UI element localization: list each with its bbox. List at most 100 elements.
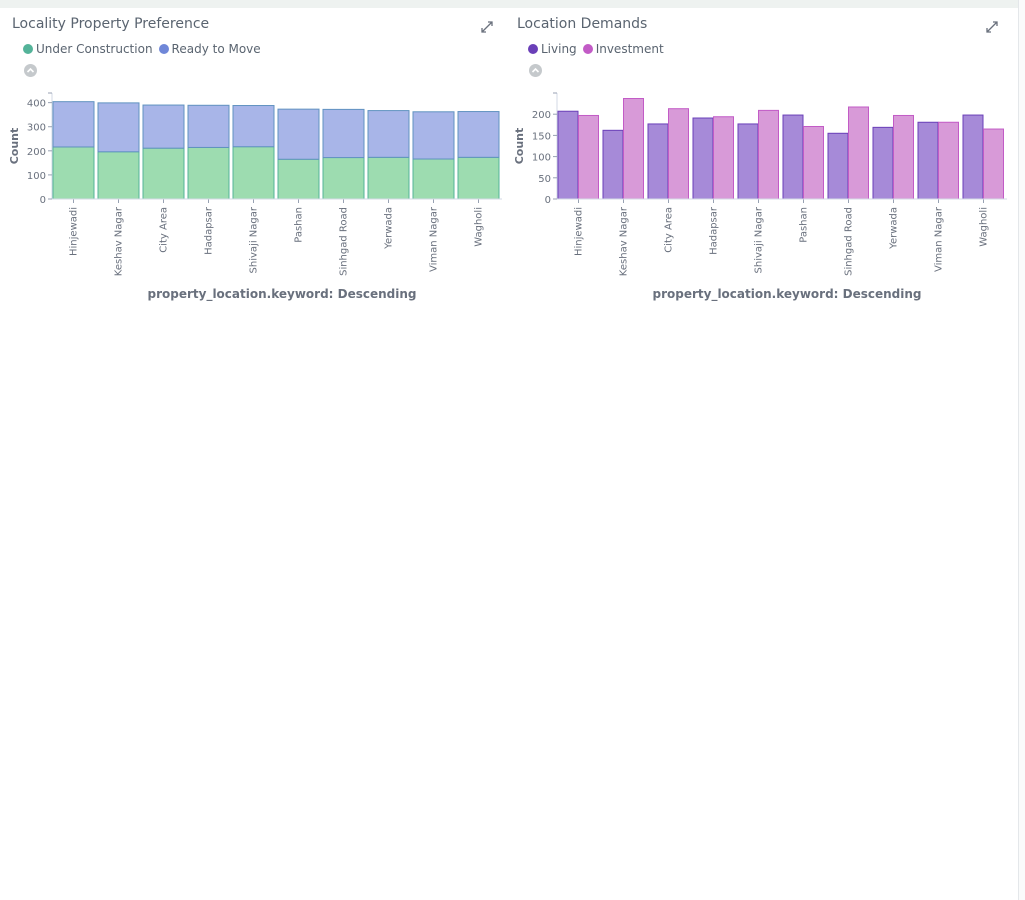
top-bar: [0, 0, 1025, 8]
x-tick-label: Sinhgad Road: [339, 207, 350, 276]
bar: [692, 117, 714, 200]
bar: [602, 129, 624, 200]
x-tick-label: Pashan: [799, 207, 810, 243]
bar: [827, 132, 849, 200]
bar: [713, 116, 734, 200]
panel-location-demands: Location Demands Living Investment 0 50 10…: [505, 8, 1010, 308]
y-tick-label: 100: [27, 171, 46, 182]
expand-icon[interactable]: [986, 18, 998, 33]
bar: [187, 146, 230, 200]
x-tick-label: Hadapsar: [204, 206, 215, 255]
chart-location-demands: 0 50 100 150 200 Count Hinjewadi Keshav Nagar Ci…: [513, 92, 1007, 302]
bar: [412, 111, 455, 160]
bar: [872, 126, 894, 200]
legend-label: Living: [541, 42, 577, 56]
legend-dot: [528, 44, 538, 54]
legend-toggle-icon[interactable]: [24, 64, 37, 77]
bar: [277, 108, 320, 160]
bar: [322, 157, 365, 200]
x-tick-label: City Area: [664, 207, 675, 253]
bar: [232, 105, 275, 148]
x-tick-label: City Area: [159, 207, 170, 253]
legend-item-ready-to-move[interactable]: Ready to Move: [158, 42, 261, 56]
x-tick-label: Shivaji Nagar: [754, 206, 765, 273]
x-tick-label: Shivaji Nagar: [249, 206, 260, 273]
bar: [917, 121, 939, 200]
legend-label: Ready to Move: [171, 42, 261, 56]
bar: [457, 156, 500, 200]
y-axis-title: Count: [513, 128, 526, 165]
bar: [367, 156, 410, 200]
bar: [647, 123, 669, 200]
chart-legend: Living Investment: [528, 42, 670, 56]
x-tick-label: Keshav Nagar: [114, 206, 125, 276]
x-tick-label: Viman Nagar: [429, 206, 440, 272]
x-tick-label: Keshav Nagar: [619, 206, 630, 276]
right-scrollbar-track[interactable]: [1018, 0, 1025, 900]
bar: [557, 110, 579, 200]
legend-toggle-icon[interactable]: [529, 64, 542, 77]
x-tick-label: Pashan: [294, 207, 305, 243]
legend-dot: [158, 44, 169, 54]
y-tick-label: 0: [545, 195, 551, 206]
bar: [803, 125, 824, 200]
chart-legend: Under Construction Ready to Move: [23, 42, 267, 56]
y-tick-label: 300: [27, 123, 46, 134]
bar: [893, 114, 914, 200]
legend-item-investment[interactable]: Investment: [582, 42, 664, 56]
bar: [52, 101, 95, 148]
y-tick-label: 150: [532, 131, 551, 142]
expand-icon[interactable]: [481, 18, 493, 33]
y-tick-label: 0: [40, 195, 46, 206]
x-tick-label: Hadapsar: [709, 206, 720, 255]
y-tick-label: 400: [27, 99, 46, 110]
bar: [938, 121, 959, 200]
legend-label: Investment: [595, 42, 664, 56]
bar: [97, 151, 140, 200]
bar: [367, 110, 410, 158]
bar: [142, 147, 185, 200]
y-tick-label: 100: [532, 153, 551, 164]
x-tick-label: Viman Nagar: [934, 206, 945, 272]
bar: [737, 123, 759, 200]
bar: [962, 114, 984, 200]
x-tick-label: Wagholi: [474, 207, 485, 247]
bar: [457, 111, 500, 158]
bar: [52, 146, 95, 200]
bar: [232, 146, 275, 200]
x-tick-label: Sinhgad Road: [844, 207, 855, 276]
panel-title: Locality Property Preference: [12, 16, 210, 32]
y-tick-label: 200: [532, 110, 551, 121]
bar: [668, 108, 689, 200]
bar: [322, 108, 365, 159]
bar: [187, 104, 230, 148]
legend-item-living[interactable]: Living: [528, 42, 577, 56]
legend-dot: [23, 44, 33, 54]
bar: [983, 128, 1004, 200]
y-tick-label: 50: [538, 174, 551, 185]
x-axis-title: property_location.keyword: Descending: [147, 287, 416, 302]
bar: [782, 114, 804, 200]
bar: [848, 106, 869, 200]
chart-locality-property-preference: 0 100 200 300 400 Count Hinjewadi Keshav Nagar C…: [8, 92, 502, 302]
bar: [758, 109, 779, 200]
legend-label: Under Construction: [36, 42, 153, 56]
x-tick-label: Yerwada: [384, 207, 395, 250]
x-tick-label: Hinjewadi: [69, 207, 80, 256]
bar: [277, 158, 320, 200]
legend-item-under-construction[interactable]: Under Construction: [23, 42, 153, 56]
x-axis-title: property_location.keyword: Descending: [652, 287, 921, 302]
bar: [142, 104, 185, 149]
panel-title: Location Demands: [517, 16, 648, 32]
bar: [97, 102, 140, 153]
bar: [623, 98, 644, 200]
legend-dot: [582, 44, 593, 54]
y-axis-title: Count: [8, 128, 21, 165]
x-tick-label: Yerwada: [889, 207, 900, 250]
bar: [578, 114, 599, 200]
panel-locality-property-preference: Locality Property Preference Under Const…: [0, 8, 505, 308]
bar: [412, 158, 455, 200]
y-tick-label: 200: [27, 147, 46, 158]
x-tick-label: Hinjewadi: [574, 207, 585, 256]
x-tick-label: Wagholi: [979, 207, 990, 247]
